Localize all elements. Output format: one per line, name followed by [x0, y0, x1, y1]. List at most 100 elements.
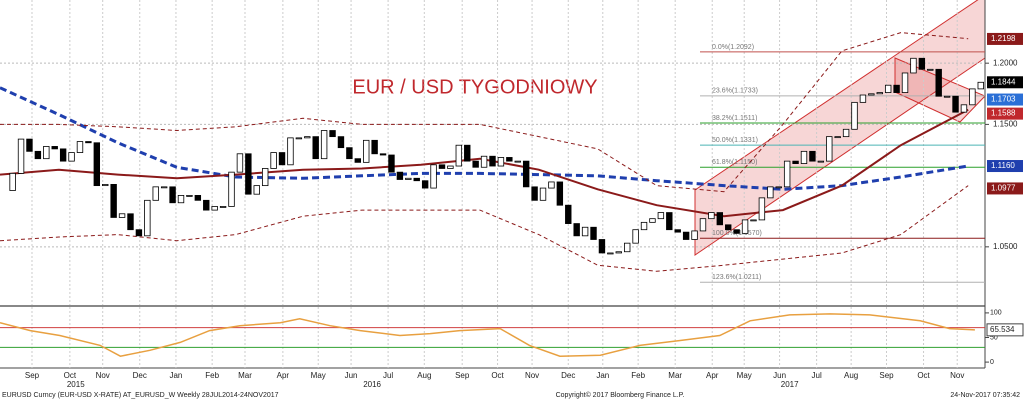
year-label: 2015 — [67, 380, 85, 389]
candle — [531, 186, 538, 201]
fib-label: 61.8%(1.1150) — [712, 159, 757, 166]
x-tick-label: Aug — [417, 371, 431, 380]
candle — [969, 88, 976, 106]
candle — [640, 221, 648, 231]
candle — [127, 213, 134, 231]
price-label-box — [987, 107, 1023, 120]
candle — [464, 144, 471, 162]
candle — [901, 72, 909, 93]
candle — [102, 183, 109, 187]
candle — [649, 218, 656, 223]
candle — [287, 137, 294, 166]
candle — [859, 94, 867, 103]
candle — [76, 141, 84, 153]
candle — [556, 181, 564, 206]
price-label-box — [987, 160, 1023, 173]
x-tick-label: Nov — [950, 371, 964, 380]
candle — [489, 155, 496, 167]
x-tick-label: Oct — [917, 371, 930, 380]
fib-label: 0.0%(1.2092) — [712, 44, 754, 51]
overlay-line — [0, 32, 969, 193]
candle — [910, 57, 917, 74]
candle — [329, 130, 336, 138]
y-tick-label: 100 — [990, 310, 1002, 317]
x-tick-label: Jun — [345, 371, 358, 380]
candle — [51, 146, 58, 150]
candle — [421, 180, 429, 189]
candle — [9, 172, 16, 191]
oscillator-line — [0, 313, 975, 357]
x-tick-label: Sep — [25, 371, 40, 380]
candle — [565, 204, 572, 224]
candle — [85, 141, 92, 144]
candle — [573, 223, 580, 237]
candle — [320, 130, 328, 160]
footer-center: Copyright© 2017 Bloomberg Finance L.P. — [556, 391, 685, 399]
footer-right: 24-Nov-2017 07:35:42 — [950, 392, 1020, 399]
candle — [581, 226, 589, 237]
candle — [615, 251, 622, 254]
candle — [817, 160, 825, 163]
candle — [868, 93, 875, 96]
candle — [253, 185, 260, 195]
candle — [716, 212, 724, 226]
candle — [211, 206, 218, 211]
candle — [34, 150, 42, 160]
candle — [590, 226, 597, 240]
x-tick-label: Feb — [205, 371, 219, 380]
candle — [177, 195, 185, 204]
year-label: 2016 — [363, 380, 381, 389]
x-tick-label: Sep — [455, 371, 470, 380]
x-tick-label: Mar — [668, 371, 682, 380]
candle — [144, 199, 151, 237]
candle — [539, 187, 547, 201]
candle — [918, 57, 926, 70]
candle — [388, 154, 395, 173]
candle — [632, 229, 639, 244]
candle — [203, 199, 210, 211]
candle — [17, 138, 25, 174]
candle — [152, 186, 159, 201]
candle — [607, 252, 614, 255]
candle — [261, 168, 269, 187]
candle — [800, 150, 808, 164]
overlay-line — [0, 86, 969, 191]
price-label: 1.1588 — [991, 109, 1016, 118]
candle — [733, 229, 740, 234]
candle — [480, 155, 488, 168]
x-tick-label: Jul — [812, 371, 822, 380]
overlay-line — [0, 185, 969, 272]
fib-label: 123.6%(1.0211) — [712, 274, 761, 281]
candle — [43, 146, 50, 160]
price-label-box — [987, 93, 1023, 106]
x-tick-label: Jan — [169, 371, 182, 380]
candle — [278, 152, 286, 166]
price-label: 1.1844 — [991, 77, 1016, 86]
candle — [767, 186, 774, 199]
candle — [304, 136, 311, 139]
candle — [809, 150, 816, 162]
x-tick-label: Aug — [844, 371, 858, 380]
x-tick-label: Jul — [383, 371, 393, 380]
candle — [270, 152, 277, 169]
year-label: 2017 — [781, 380, 799, 389]
candle — [186, 195, 193, 197]
candle — [876, 92, 883, 95]
candle — [851, 101, 858, 130]
candle — [194, 195, 202, 201]
candle — [514, 160, 521, 163]
x-tick-label: Jan — [596, 371, 609, 380]
candle — [674, 229, 681, 233]
candle — [236, 153, 244, 173]
candle — [413, 177, 420, 182]
candle — [691, 230, 698, 240]
candle — [346, 147, 353, 160]
candle — [118, 213, 126, 218]
price-label: 1.2198 — [991, 34, 1016, 43]
candle — [59, 148, 67, 162]
x-tick-label: Jun — [773, 371, 786, 380]
candle — [699, 218, 707, 232]
fib-label: 38.2%(1.1511) — [712, 115, 757, 122]
candle — [68, 152, 75, 162]
